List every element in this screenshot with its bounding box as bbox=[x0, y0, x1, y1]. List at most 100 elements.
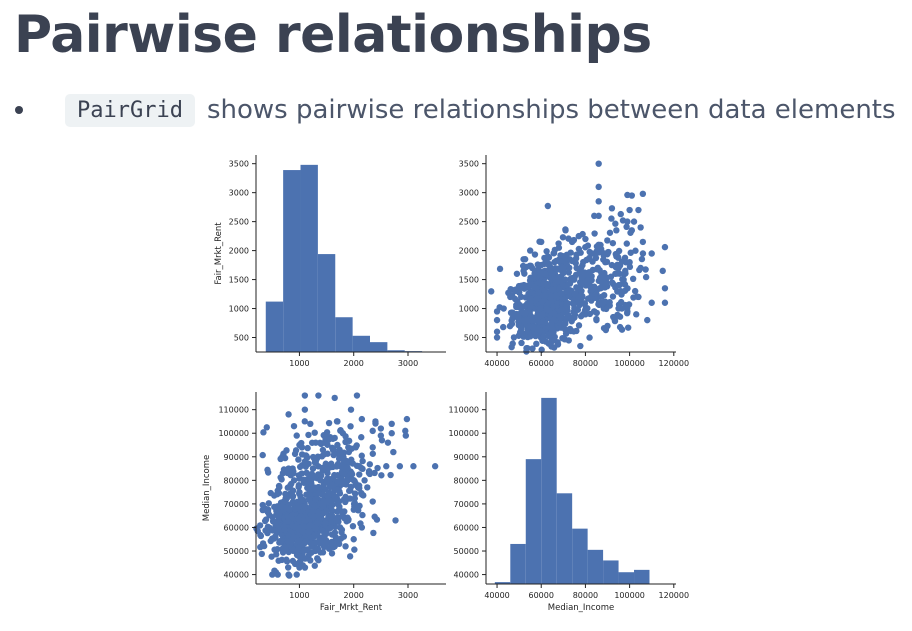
scatter-point-14 bbox=[372, 418, 379, 425]
cluster-point bbox=[565, 292, 573, 300]
cluster-point bbox=[638, 255, 646, 263]
y-tick-label: 90000 bbox=[224, 453, 249, 462]
cluster-point bbox=[518, 339, 525, 347]
cluster-point bbox=[276, 484, 283, 491]
cluster-point bbox=[263, 424, 270, 431]
cluster-point bbox=[600, 275, 607, 283]
cluster-point bbox=[308, 540, 315, 547]
cluster-point bbox=[265, 500, 272, 507]
hist-bar-7 bbox=[603, 560, 619, 584]
cluster-point bbox=[545, 261, 552, 269]
cluster-point bbox=[557, 252, 564, 259]
scatter-point-34 bbox=[307, 557, 314, 564]
cluster-point bbox=[274, 546, 281, 553]
scatter-point-65 bbox=[334, 500, 341, 508]
cluster-point bbox=[347, 423, 354, 430]
x-tick-label: 60000 bbox=[529, 359, 554, 368]
scatter-point-10 bbox=[388, 420, 395, 428]
scatter-point-50 bbox=[615, 264, 622, 272]
y-axis-label: Median_Income bbox=[202, 455, 212, 521]
cluster-point bbox=[302, 463, 309, 470]
hist-bar-0 bbox=[494, 582, 511, 584]
scatter-point-57 bbox=[296, 441, 303, 449]
y-tick-label: 80000 bbox=[224, 476, 249, 485]
scatter-point-17 bbox=[353, 392, 361, 399]
cluster-point bbox=[537, 305, 544, 312]
hist-bar-5 bbox=[572, 528, 588, 584]
hist-bar-6 bbox=[370, 342, 388, 352]
cluster-point bbox=[561, 319, 569, 326]
scatter-point-1 bbox=[410, 463, 417, 470]
hist-bar-4 bbox=[556, 493, 573, 584]
y-tick-label: 50000 bbox=[454, 547, 479, 556]
x-tick-label: 1000 bbox=[289, 359, 309, 368]
cluster-point bbox=[273, 551, 280, 558]
scatter-point-63 bbox=[285, 465, 292, 472]
cluster-point bbox=[302, 538, 309, 545]
cluster-point bbox=[366, 461, 374, 468]
cluster-point bbox=[262, 516, 270, 523]
cluster-point bbox=[529, 345, 536, 352]
scatter-point-16 bbox=[369, 444, 376, 451]
cluster-point bbox=[511, 295, 519, 303]
cluster-point bbox=[515, 303, 523, 311]
bullet-text: shows pairwise relationships between dat… bbox=[206, 95, 896, 125]
cluster-point bbox=[488, 288, 495, 295]
cluster-point bbox=[325, 436, 333, 443]
cluster-point bbox=[320, 482, 327, 490]
cluster-point bbox=[602, 280, 610, 288]
scatter-point-62 bbox=[571, 305, 578, 312]
scatter-point-42 bbox=[358, 491, 366, 498]
y-tick-label: 80000 bbox=[454, 476, 479, 485]
cluster-point bbox=[323, 530, 330, 537]
cluster-point bbox=[311, 429, 318, 436]
cluster-point bbox=[496, 265, 504, 273]
scatter-point-17 bbox=[613, 227, 620, 234]
scatter-point-36 bbox=[293, 571, 300, 578]
cluster-point bbox=[592, 254, 600, 262]
scatter-point-67 bbox=[566, 256, 574, 263]
scatter-point-7 bbox=[617, 210, 624, 218]
cluster-point bbox=[358, 434, 365, 441]
scatter-point-41 bbox=[369, 498, 376, 505]
scatter-point-6 bbox=[390, 448, 397, 456]
scatter-point-8 bbox=[383, 463, 390, 470]
cluster-point bbox=[586, 334, 593, 341]
cluster-point bbox=[516, 329, 524, 336]
cluster-point bbox=[272, 534, 279, 541]
scatter-point-30 bbox=[538, 238, 545, 246]
scatter-point-52 bbox=[328, 481, 336, 489]
cluster-point bbox=[258, 550, 266, 558]
cluster-point bbox=[264, 466, 271, 474]
scatter-point-37 bbox=[493, 308, 501, 315]
scatter-point-46 bbox=[355, 463, 363, 470]
scatter-point-48 bbox=[602, 258, 609, 266]
cluster-point bbox=[259, 451, 266, 459]
scatter-point-13 bbox=[377, 425, 385, 432]
cluster-point bbox=[340, 533, 348, 540]
scatter-point-1 bbox=[595, 183, 602, 191]
scatter-point-24 bbox=[312, 439, 319, 446]
scatter-point-0 bbox=[431, 463, 439, 470]
scatter-point-68 bbox=[573, 264, 580, 272]
cluster-point bbox=[275, 509, 283, 516]
cluster-point bbox=[629, 275, 637, 283]
x-axis-label: Median_Income bbox=[548, 603, 614, 613]
scatter-point-4 bbox=[628, 192, 636, 199]
cluster-point bbox=[548, 286, 555, 293]
cluster-point bbox=[299, 496, 307, 504]
cluster-point bbox=[509, 309, 516, 317]
scatter-point-58 bbox=[293, 432, 300, 439]
cluster-point bbox=[591, 230, 598, 237]
scatter-point-43 bbox=[568, 238, 576, 246]
cluster-point bbox=[626, 263, 634, 271]
scatter-point-28 bbox=[613, 253, 620, 260]
cluster-point bbox=[329, 444, 336, 452]
cluster-point bbox=[374, 464, 381, 472]
cluster-point bbox=[291, 523, 298, 531]
cluster-point bbox=[260, 429, 267, 436]
scatter-point-22 bbox=[661, 285, 669, 292]
cluster-point bbox=[615, 282, 622, 289]
x-tick-label: 100000 bbox=[614, 591, 645, 600]
cluster-point bbox=[554, 341, 562, 348]
